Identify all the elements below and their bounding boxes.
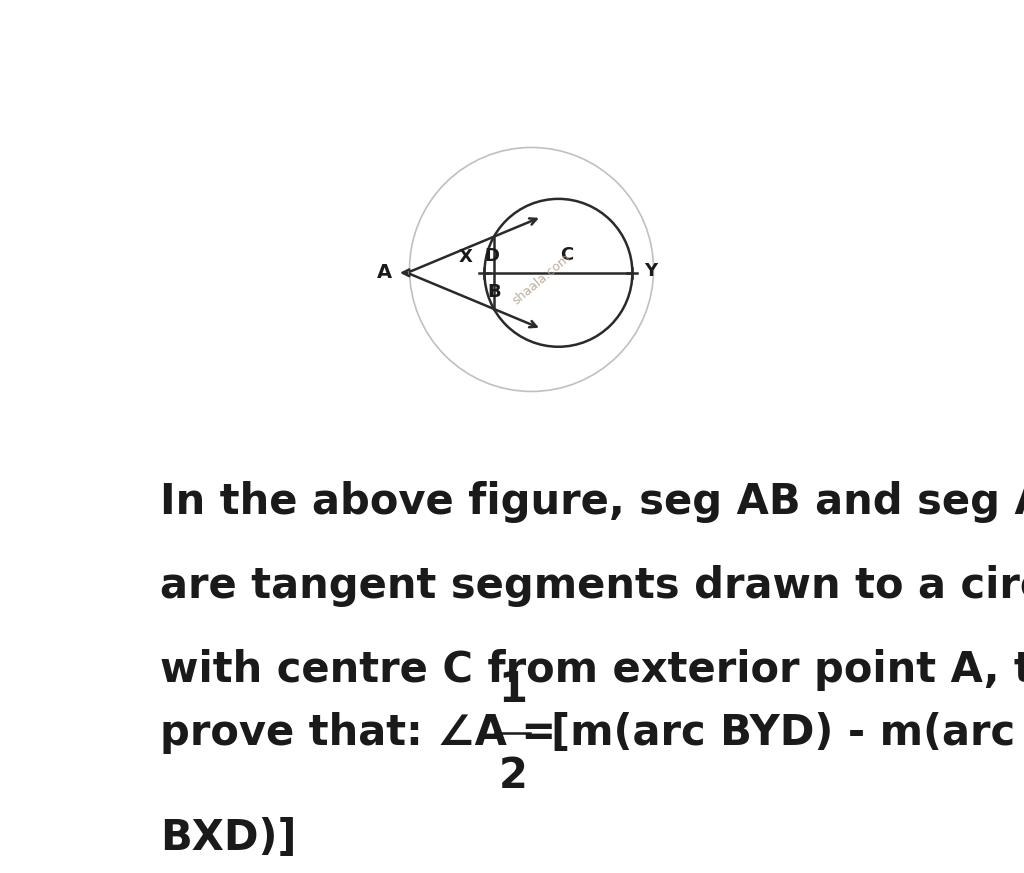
Text: B: B bbox=[487, 283, 501, 300]
Text: 2: 2 bbox=[499, 755, 527, 797]
Text: C: C bbox=[560, 246, 573, 265]
Text: prove that: ∠A =: prove that: ∠A = bbox=[160, 712, 570, 754]
Text: [m(arc BYD) - m(arc: [m(arc BYD) - m(arc bbox=[551, 712, 1015, 754]
Text: with centre C from exterior point A, then: with centre C from exterior point A, the… bbox=[160, 650, 1024, 691]
Text: 1: 1 bbox=[499, 670, 527, 711]
Text: A: A bbox=[377, 264, 392, 282]
Text: are tangent segments drawn to a circle: are tangent segments drawn to a circle bbox=[160, 565, 1024, 608]
Text: Y: Y bbox=[644, 262, 657, 280]
Text: X: X bbox=[459, 248, 473, 266]
Text: shaala.com: shaala.com bbox=[510, 251, 573, 307]
Text: In the above figure, seg AB and seg AD: In the above figure, seg AB and seg AD bbox=[160, 481, 1024, 523]
Text: D: D bbox=[484, 247, 500, 265]
Text: BXD)]: BXD)] bbox=[160, 817, 296, 859]
